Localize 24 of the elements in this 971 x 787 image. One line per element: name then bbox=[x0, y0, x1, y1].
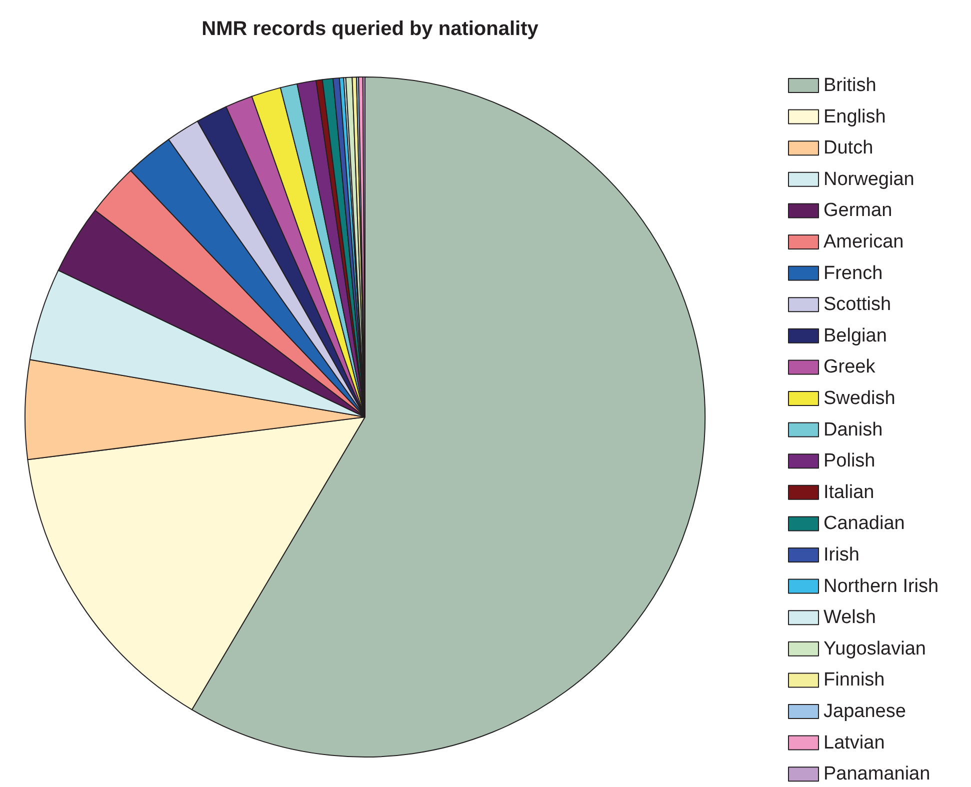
legend-label: Yugoslavian bbox=[824, 638, 926, 660]
legend-label: Scottish bbox=[824, 294, 892, 316]
legend-label: Dutch bbox=[824, 138, 874, 159]
legend-label: French bbox=[824, 262, 883, 284]
legend-label: Italian bbox=[824, 482, 874, 503]
legend-label: Welsh bbox=[824, 607, 876, 628]
legend-label: Irish bbox=[824, 544, 860, 566]
legend-label: American bbox=[824, 232, 904, 252]
legend-label: Swedish bbox=[824, 388, 896, 409]
legend-label: Panamanian bbox=[824, 764, 930, 785]
legend-label: Japanese bbox=[824, 701, 906, 722]
legend-label: British bbox=[824, 75, 876, 96]
legend-label: Northern Irish bbox=[824, 576, 939, 597]
legend-label: Greek bbox=[824, 356, 876, 378]
legend-label: Finnish bbox=[824, 670, 885, 691]
legend-label: Latvian bbox=[824, 732, 885, 754]
legend-label: Canadian bbox=[824, 513, 905, 534]
legend-label: Danish bbox=[824, 419, 883, 440]
legend-label: English bbox=[824, 106, 886, 128]
legend-label: German bbox=[824, 200, 892, 222]
legend-label: Polish bbox=[824, 450, 876, 472]
legend-label: Belgian bbox=[824, 325, 887, 346]
chart-title: NMR records queried by nationality bbox=[202, 18, 540, 40]
legend-label: Norwegian bbox=[824, 168, 914, 190]
